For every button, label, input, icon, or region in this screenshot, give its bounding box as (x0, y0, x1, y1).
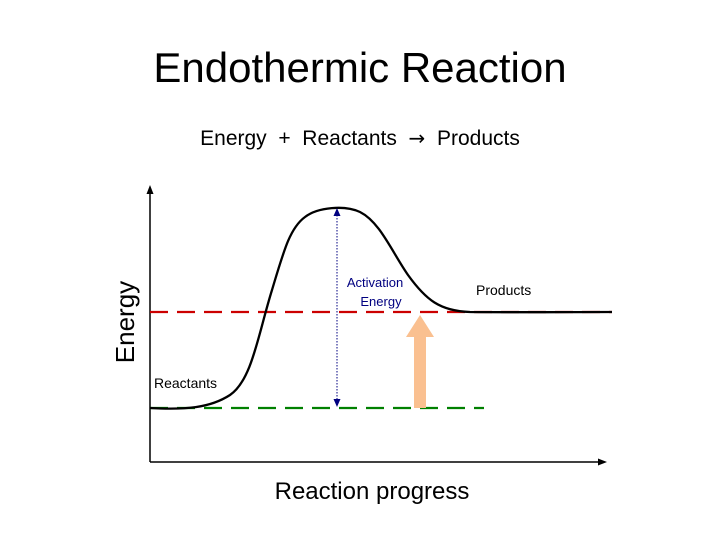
activation-energy-label-line2: Energy (360, 294, 402, 309)
equation-energy: Energy (200, 127, 267, 150)
equation-reactants: Reactants (302, 127, 397, 150)
equation-arrow-icon: → (408, 126, 426, 150)
activation-arrowhead-bottom-icon (333, 399, 341, 407)
reaction-equation: Energy + Reactants → Products (0, 124, 720, 153)
y-axis-label: Energy (110, 281, 140, 363)
activation-arrowhead-top-icon (333, 208, 341, 216)
energy-input-arrow-icon (406, 315, 434, 408)
reactants-label: Reactants (154, 375, 217, 391)
x-axis-label: Reaction progress (275, 478, 470, 505)
x-axis-arrowhead-icon (598, 458, 607, 466)
reaction-curve (149, 206, 613, 410)
equation-products: Products (436, 127, 520, 150)
equation-plus: + (278, 127, 291, 150)
y-axis-arrowhead-icon (146, 185, 154, 194)
slide-title: Endothermic Reaction (153, 44, 567, 91)
activation-energy-label-line1: Activation (347, 275, 403, 290)
products-label: Products (476, 282, 531, 298)
